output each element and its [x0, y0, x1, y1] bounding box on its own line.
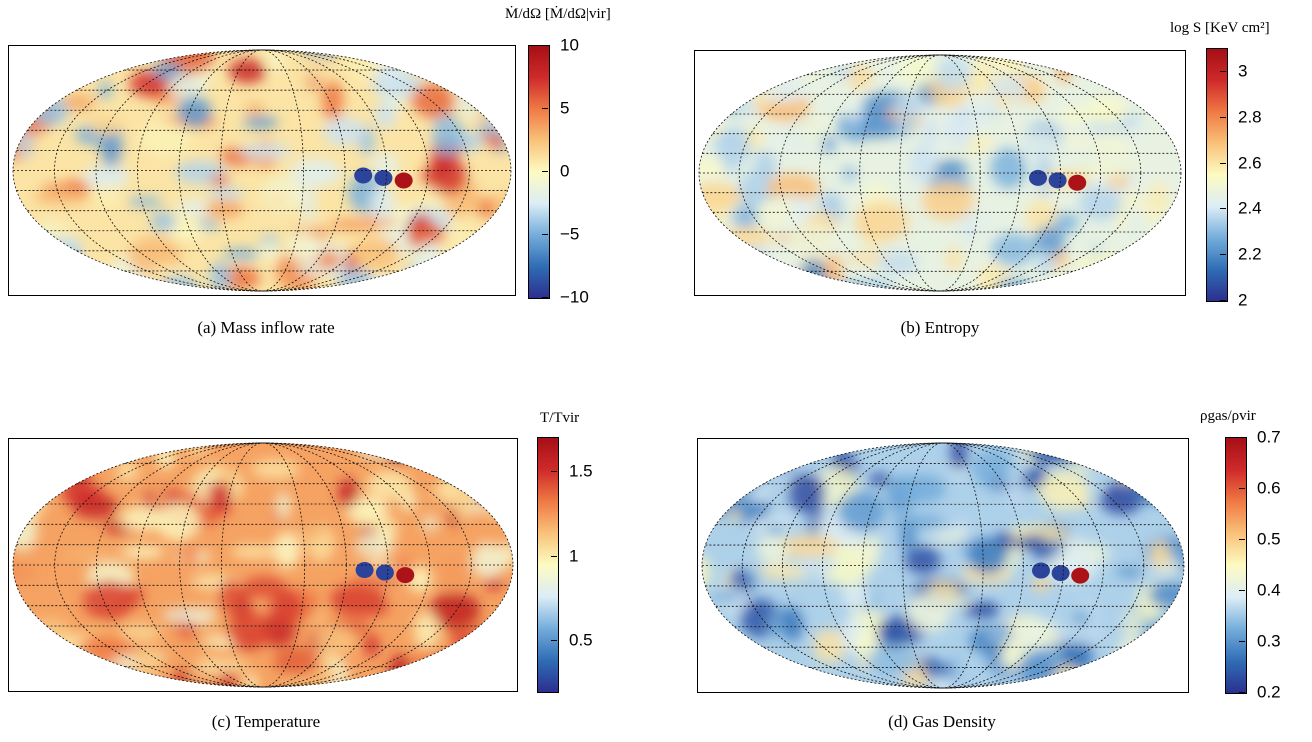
colorbar-title-d: ρgas/ρvir	[1200, 408, 1256, 424]
colorbar-tick-label: 3	[1238, 61, 1248, 81]
colorbar-tick-label: 1	[569, 546, 579, 566]
colorbar-tick	[542, 45, 548, 46]
colorbar-tick	[542, 234, 548, 235]
colorbar-tick	[1239, 590, 1245, 591]
colorbar-tick-label: 0	[560, 161, 570, 181]
colorbar-tick-label: 10	[560, 35, 579, 55]
colorbar-tick-label: 0.4	[1257, 580, 1281, 600]
colorbar-tick	[1239, 437, 1245, 438]
colorbar-tick	[1220, 162, 1226, 164]
colorbar-tick	[1239, 539, 1245, 540]
caption-b: (b) Entropy	[900, 318, 980, 337]
colorbar-tick	[1239, 488, 1245, 489]
colorbar-tick-label: 2	[1238, 290, 1248, 310]
colorbar-tick-label: 0.2	[1257, 682, 1281, 702]
colorbar-b	[1206, 48, 1228, 302]
caption-c: (c) Temperature	[211, 712, 321, 731]
colorbar-tick-label: −5	[560, 224, 580, 244]
colorbar-tick-label: 0.6	[1257, 478, 1281, 498]
colorbar-tick-label: 0.5	[1257, 529, 1281, 549]
colorbar-title-a: Ṁ/dΩ [Ṁ/dΩ|vir]	[505, 6, 611, 22]
colorbar-tick	[542, 297, 548, 298]
colorbar-tick-label: 0.5	[569, 630, 593, 650]
colorbar-a	[528, 45, 550, 299]
map-frame-c	[8, 438, 518, 692]
colorbar-title-c: T/Tvir	[540, 410, 580, 426]
colorbar-tick-label: −10	[560, 287, 589, 307]
colorbar-tick-label: 2.4	[1238, 198, 1262, 218]
colorbar-tick	[1220, 116, 1226, 118]
colorbar-c	[537, 437, 559, 693]
mollweide-map-c	[12, 442, 514, 688]
mollweide-map-d	[701, 442, 1185, 689]
map-frame-b	[694, 50, 1186, 296]
colorbar-tick	[1220, 70, 1226, 72]
colorbar-tick	[542, 108, 548, 109]
colorbar-tick-label: 0.7	[1257, 427, 1281, 447]
map-frame-d	[697, 438, 1189, 693]
map-frame-a	[8, 45, 516, 296]
colorbar-tick	[1220, 300, 1226, 301]
colorbar-tick-label: 5	[560, 98, 570, 118]
colorbar-tick	[1220, 208, 1226, 210]
colorbar-d	[1225, 437, 1247, 694]
colorbar-tick	[551, 555, 557, 557]
caption-d: (d) Gas Density	[888, 712, 996, 731]
colorbar-tick-label: 0.3	[1257, 631, 1281, 651]
colorbar-tick-label: 2.2	[1238, 244, 1262, 264]
colorbar-tick	[1239, 641, 1245, 642]
mollweide-map-a	[12, 49, 512, 292]
caption-a: (a) Mass inflow rate	[197, 318, 335, 337]
colorbar-tick-label: 2.6	[1238, 153, 1262, 173]
colorbar-tick	[542, 171, 548, 172]
colorbar-title-b: log S [KeV cm²]	[1170, 20, 1270, 36]
mollweide-map-b	[698, 54, 1182, 292]
colorbar-tick	[551, 470, 557, 472]
colorbar-tick	[1220, 254, 1226, 256]
colorbar-tick	[1239, 692, 1245, 693]
colorbar-tick-label: 2.8	[1238, 107, 1262, 127]
colorbar-tick-label: 1.5	[569, 461, 593, 481]
colorbar-tick	[551, 640, 557, 642]
